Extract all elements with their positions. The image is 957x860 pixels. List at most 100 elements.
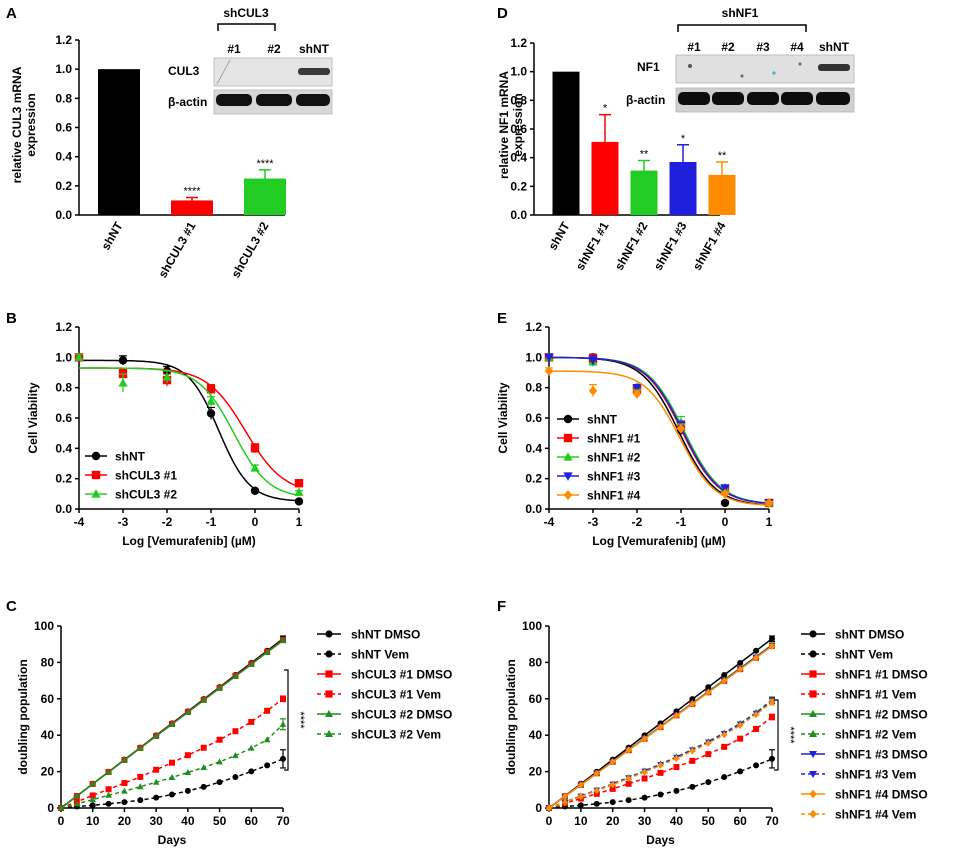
blot-d-row-actin: β-actin [626,93,665,107]
bar-d-4 [708,174,736,215]
chart-c-point-4-11 [232,672,239,679]
chart-c-xtick-label-7: 70 [276,814,290,828]
chart-b-xtick-label-3: -1 [206,515,217,529]
chart-f-significance-label: **** [784,726,796,744]
chart-f-point-9-6 [641,768,648,776]
chart-e-ytick-label-5: 1.0 [525,350,542,364]
chart-e-ytick-label-4: 0.8 [525,381,542,395]
chart-f-legend-marker-0 [809,630,817,638]
chart-f-legend-label-5: shNF1 #2 Vem [835,728,916,742]
chart-c-point-4-12 [247,660,255,667]
blot-a-band-actin-2 [256,94,292,106]
chart-e-fit-curve-2 [549,356,770,504]
chart-f-xtick-label-2: 20 [606,814,620,828]
chart-b-legend-marker-0 [91,451,101,461]
chart-f-point-0-12 [737,659,744,666]
chart-c-xtick-label-3: 30 [149,814,163,828]
blot-a-band-cul3-shnt [298,68,330,75]
chart-e-xtick-label-3: -1 [676,515,687,529]
chart-c-point-5-6 [152,778,160,785]
chart-e-xtick-label-2: -2 [632,515,643,529]
chart-c-point-1-4 [121,799,128,806]
chart-e-ytick-label-3: 0.6 [525,411,542,425]
chart-c-legend-label-0: shNT DMSO [351,628,420,642]
chart-f-point-1-5 [625,797,632,804]
chart-e-legend-label-2: shNF1 #2 [587,451,641,465]
chart-b-point-2-2 [162,372,172,381]
blot-a-lane-shnt: shNT [299,42,330,56]
chart-f-point-9-4 [609,781,616,789]
chart-c-point-4-1 [73,792,81,799]
chart-f-legend-label-4: shNF1 #2 DMSO [835,708,928,722]
chart-d-ylabel-line1: relative NF1 mRNA [497,71,511,179]
chart-a-ytick-label-2: 0.4 [55,150,72,164]
chart-b-cul3-viability: 0.0 0.2 0.4 0.6 0.8 1.0 1.2 -4 -3 -2 -1 0 1 Log [Vemu… [26,320,304,548]
category-label-a-1: shCUL3 #1 [155,219,198,280]
chart-f-point-9-0 [546,804,552,812]
blot-a-lane-2: #2 [267,42,281,56]
chart-c-point-5-2 [89,796,97,803]
chart-f-legend-label-0: shNT DMSO [835,628,904,642]
chart-e-fit-curve-4 [549,370,770,506]
chart-f-ytick-label-1: 20 [529,765,543,779]
chart-f-legend-marker-3 [809,690,817,698]
chart-c-point-3-10 [216,736,223,743]
blot-d-bracket [677,24,807,32]
chart-b-ytick-label-1: 0.2 [55,472,72,486]
blot-a-row-cul3: CUL3 [168,64,200,78]
chart-e-xtick-label-4: 0 [722,515,729,529]
chart-c-significance-label: **** [294,711,306,729]
chart-f-point-1-7 [657,791,664,798]
chart-b-point-0-4 [250,486,260,495]
chart-f-legend-marker-4 [809,709,817,718]
chart-f-point-8-11 [721,677,728,685]
chart-f-point-8-4 [609,758,616,766]
chart-f-point-3-9 [689,757,696,764]
chart-c-point-3-7 [169,759,175,766]
panel-label-e: E [497,310,507,327]
blot-a-bracket [217,23,276,31]
chart-c-point-4-3 [105,768,112,775]
blot-d-speck-4 [798,62,802,66]
chart-f-point-8-8 [673,711,680,720]
category-label-d-2: shNF1 #2 [612,219,651,272]
chart-c-point-1-3 [105,800,112,807]
chart-c-ytick-label-4: 80 [41,655,55,669]
blot-a-band-actin-1 [216,94,252,106]
chart-c-legend-marker-0 [325,630,333,638]
chart-c-point-4-7 [168,720,176,727]
chart-c-xtick-label-5: 50 [213,814,227,828]
chart-f-point-9-3 [593,787,600,795]
chart-f-xtick-label-0: 0 [546,814,553,828]
chart-c-point-1-5 [137,797,144,804]
chart-e-ytick-label-6: 1.2 [525,320,542,334]
chart-e-legend-label-1: shNF1 #1 [587,432,641,446]
chart-f-legend-label-3: shNF1 #1 Vem [835,688,916,702]
chart-e-legend-marker-3 [563,472,573,481]
chart-c-point-3-9 [200,744,207,751]
chart-f-point-9-10 [705,739,712,747]
chart-b-ylabel: Cell Viability [26,382,40,453]
chart-e-point-3-0 [544,353,554,363]
chart-c-point-3-11 [232,728,239,735]
chart-f-legend-label-8: shNF1 #4 DMSO [835,788,928,802]
chart-f-significance-bracket [774,699,779,771]
chart-f-xtick-label-1: 10 [574,814,588,828]
chart-a-ytick-label-3: 0.6 [55,121,72,135]
significance-a-2: **** [256,158,274,170]
chart-b-point-0-1 [118,356,128,365]
chart-a-ytick-label-0: 0.0 [55,208,72,222]
chart-c-point-3-12 [248,718,255,725]
chart-c-point-1-2 [89,802,96,809]
chart-b-xtick-label-2: -2 [162,515,173,529]
chart-d-ytick-label-6: 1.2 [510,36,527,50]
chart-f-point-8-2 [577,781,584,789]
chart-f-xlabel: Days [646,833,675,847]
panel-label-c: C [6,598,17,615]
chart-f-point-3-12 [737,735,744,742]
chart-c-point-4-6 [152,732,160,739]
chart-c-legend-marker-1 [325,650,333,658]
chart-f-point-1-13 [753,762,760,769]
chart-c-series-line-1 [60,758,284,809]
chart-e-ylabel: Cell Viability [496,382,510,453]
